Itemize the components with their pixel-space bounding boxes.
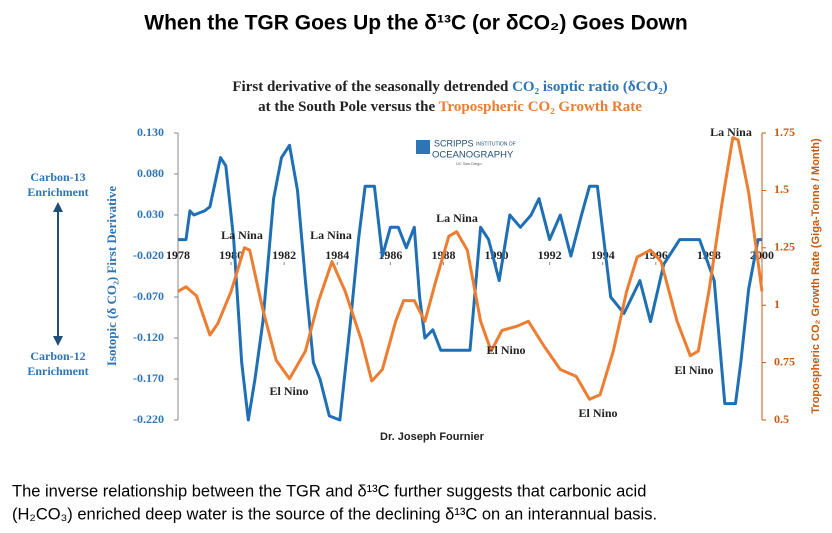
logo-text: UC San Diego (456, 161, 482, 166)
x-tick-label: 1998 (697, 248, 721, 262)
logo-text: SCRIPPS (434, 138, 474, 148)
y2-tick-label: 0.5 (774, 412, 789, 426)
chart-title-part: at the South Pole versus the (258, 99, 439, 115)
y-axis-label: Isotopic (δ CO₂) First Derivative (104, 186, 119, 367)
x-tick-label: 1984 (325, 248, 349, 262)
x-tick-label: 1978 (166, 248, 190, 262)
annotation: La Nina (710, 125, 752, 139)
caption: The inverse relationship between the TGR… (12, 482, 646, 500)
annotation: La Nina (310, 228, 352, 242)
y2-axis-label: Tropospheric CO₂ Growth Rate (Giga-Tonne… (810, 138, 822, 414)
annotation: El Nino (486, 343, 525, 357)
annotation: La Nina (221, 228, 263, 242)
logo-text: INSTITUTION OF (476, 141, 516, 147)
chart-title: at the South Pole versus the Tropospheri… (258, 99, 642, 115)
y-tick-label: -0.170 (133, 371, 164, 385)
chart-title-part: First derivative of the seasonally detre… (232, 79, 512, 95)
caption: (H₂CO₃) enriched deep water is the sourc… (12, 505, 657, 523)
x-tick-label: 1994 (591, 248, 615, 262)
logo: SCRIPPS INSTITUTION OF OCEANOGRAPHY UC S… (416, 138, 516, 166)
chart-title-part: CO₂ isoptic ratio (δCO₂) (512, 79, 668, 95)
y-tick-label: -0.020 (133, 248, 164, 262)
side-note: Carbon-12 (30, 349, 85, 363)
annotation: El Nino (578, 406, 617, 420)
y-tick-label: -0.220 (133, 412, 164, 426)
y-tick-label: 0.080 (137, 166, 164, 180)
side-note: Enrichment (27, 364, 88, 378)
annotation: La Nina (436, 211, 478, 225)
annotation: El Nino (674, 363, 713, 377)
enrichment-arrow (53, 202, 63, 346)
x-tick-label: 1982 (272, 248, 296, 262)
logo-text: OCEANOGRAPHY (432, 150, 514, 161)
side-note: Carbon-13 (30, 170, 85, 184)
side-note: Enrichment (27, 185, 88, 199)
page-title: When the TGR Goes Up the δ¹³C (or δCO₂) … (144, 12, 687, 35)
y-tick-label: -0.070 (133, 289, 164, 303)
y2-tick-label: 1.75 (774, 125, 795, 139)
data-line (177, 136, 764, 401)
annotation: El Nino (269, 384, 308, 398)
chart-title-part: Tropospheric CO₂ Growth Rate (439, 99, 643, 115)
x-tick-label: 1980 (219, 248, 243, 262)
y-tick-label: 0.130 (137, 125, 164, 139)
chart-title: First derivative of the seasonally detre… (232, 79, 667, 95)
logo-icon (416, 140, 430, 154)
credit: Dr. Joseph Fournier (380, 431, 485, 443)
y2-tick-label: 1.25 (774, 240, 795, 254)
y2-tick-label: 0.75 (774, 354, 795, 368)
y2-tick-label: 1.5 (774, 182, 789, 196)
y-tick-label: 0.030 (137, 207, 164, 221)
x-tick-label: 1992 (538, 248, 562, 262)
y2-tick-label: 1 (774, 297, 780, 311)
y-tick-label: -0.120 (133, 330, 164, 344)
data-line (178, 143, 762, 422)
